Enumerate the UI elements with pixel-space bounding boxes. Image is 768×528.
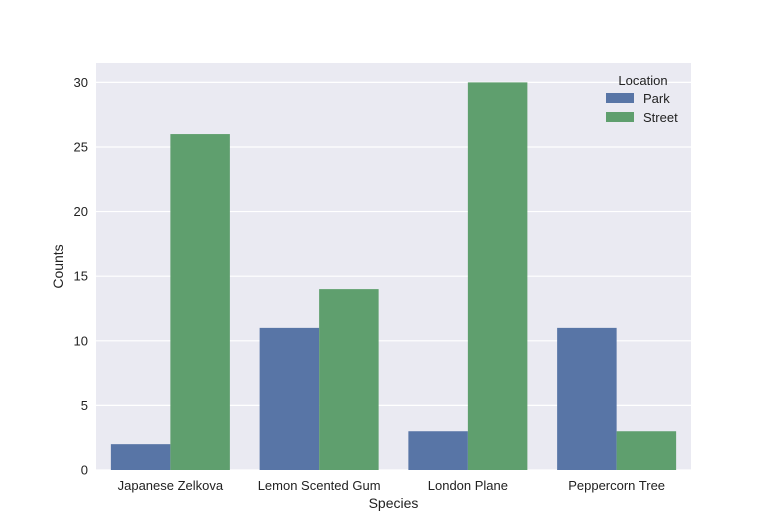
- legend-swatch-street: [606, 112, 634, 122]
- bar-park: [259, 327, 320, 470]
- y-tick-label: 5: [81, 398, 88, 413]
- bar-street: [319, 289, 379, 470]
- legend-label: Street: [643, 110, 678, 125]
- bar-street: [170, 134, 230, 471]
- x-axis-ticks: Japanese Zelkova Lemon Scented Gum London …: [118, 478, 665, 493]
- y-axis-label: Counts: [50, 244, 66, 288]
- legend-swatch-park: [606, 93, 634, 103]
- bar-park: [408, 431, 468, 470]
- bar-park: [557, 327, 617, 470]
- x-tick-label: Japanese Zelkova: [118, 478, 224, 493]
- x-tick-label: Lemon Scented Gum: [258, 478, 381, 493]
- legend: Location Park Street: [606, 73, 678, 125]
- bar-park: [110, 444, 171, 470]
- x-axis-label: Species: [369, 495, 419, 511]
- y-axis-ticks: 0 5 10 15 20 25 30: [74, 75, 88, 478]
- y-tick-label: 15: [74, 269, 88, 284]
- y-tick-label: 30: [74, 75, 88, 90]
- bar-street: [616, 431, 677, 470]
- y-tick-label: 25: [74, 139, 88, 154]
- legend-title: Location: [618, 73, 667, 88]
- bars: [110, 82, 677, 471]
- bar-street: [467, 82, 528, 470]
- x-tick-label: London Plane: [428, 478, 508, 493]
- y-tick-label: 0: [81, 463, 88, 478]
- y-tick-label: 10: [74, 333, 88, 348]
- y-tick-label: 20: [74, 204, 88, 219]
- x-tick-label: Peppercorn Tree: [568, 478, 665, 493]
- legend-label: Park: [643, 91, 670, 106]
